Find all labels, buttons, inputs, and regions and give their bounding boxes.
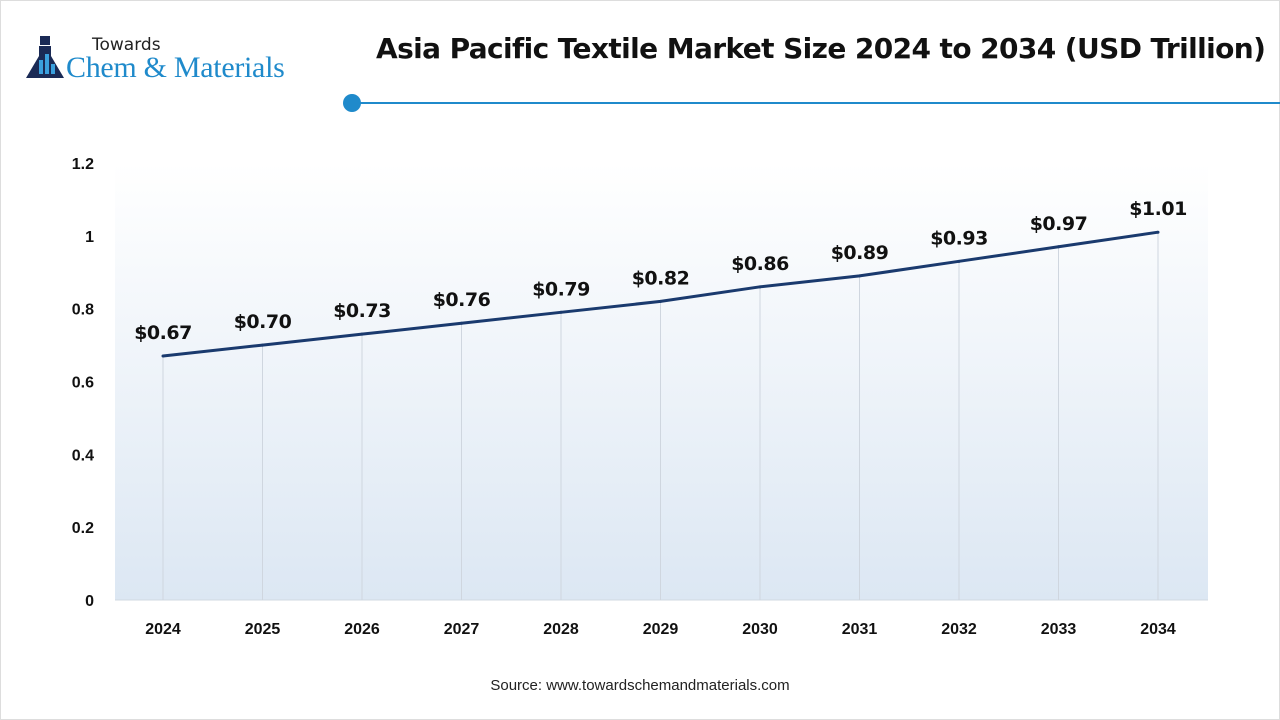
- x-tick-label: 2024: [145, 621, 181, 638]
- data-point: [460, 321, 463, 325]
- data-point: [161, 354, 165, 358]
- y-tick-label: 0: [85, 593, 94, 610]
- data-label: $0.89: [831, 242, 889, 264]
- data-label: $0.97: [1030, 213, 1088, 235]
- x-tick-label: 2034: [1140, 621, 1176, 638]
- data-label: $0.73: [333, 300, 391, 322]
- x-tick-label: 2026: [344, 621, 380, 638]
- data-point: [261, 343, 264, 347]
- page-title: Asia Pacific Textile Market Size 2024 to…: [376, 32, 1266, 65]
- data-label: $0.76: [433, 289, 491, 311]
- title-rule-dot: [343, 94, 361, 112]
- data-label: $0.79: [532, 278, 590, 300]
- y-tick-label: 0.8: [72, 302, 94, 319]
- data-point: [559, 310, 563, 314]
- x-tick-label: 2032: [941, 621, 977, 638]
- data-label: $1.01: [1129, 198, 1187, 220]
- source-note: Source: www.towardschemandmaterials.com: [490, 677, 790, 694]
- x-tick-label: 2029: [643, 621, 679, 638]
- data-point: [858, 274, 861, 278]
- data-label: $0.93: [930, 227, 988, 249]
- x-tick-label: 2028: [543, 621, 579, 638]
- data-point: [659, 299, 662, 303]
- data-label: $0.82: [632, 267, 690, 289]
- logo: Towards Chem & Materials: [22, 34, 342, 84]
- y-tick-label: 1: [85, 229, 94, 246]
- y-tick-label: 0.4: [72, 447, 94, 464]
- y-tick-label: 0.2: [72, 520, 94, 537]
- data-point: [1156, 230, 1160, 234]
- data-point: [360, 332, 364, 336]
- data-label: $0.70: [234, 311, 292, 333]
- x-tick-label: 2033: [1041, 621, 1077, 638]
- x-tick-label: 2031: [842, 621, 878, 638]
- x-tick-label: 2025: [245, 621, 281, 638]
- x-tick-label: 2030: [742, 621, 778, 638]
- data-point: [758, 285, 762, 289]
- data-point: [957, 259, 961, 263]
- x-tick-label: 2027: [444, 621, 480, 638]
- data-label: $0.86: [731, 253, 789, 275]
- y-tick-label: 1.2: [72, 156, 94, 173]
- plot-area: [115, 163, 1208, 600]
- logo-text-towards: Towards: [92, 35, 161, 55]
- data-label: $0.67: [134, 322, 192, 344]
- logo-text-main: Chem & Materials: [66, 51, 285, 84]
- y-tick-label: 0.6: [72, 375, 94, 392]
- data-point: [1057, 245, 1060, 249]
- flask-icon: [26, 36, 64, 78]
- title-rule: [352, 102, 1280, 104]
